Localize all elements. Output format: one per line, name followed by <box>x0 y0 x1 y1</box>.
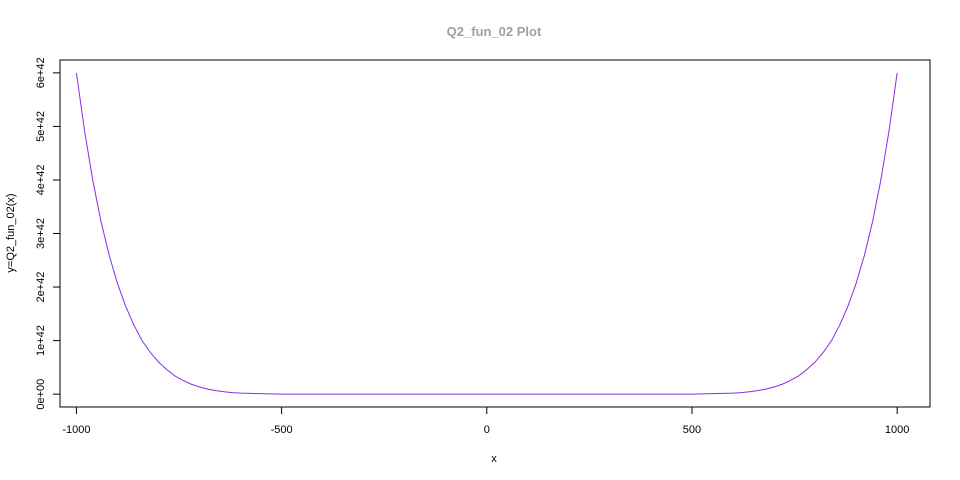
x-tick-label: 0 <box>484 424 490 436</box>
x-tick-label: 1000 <box>885 424 909 436</box>
series-group <box>75 72 898 395</box>
y-tick-label: 3e+42 <box>35 218 47 249</box>
y-tick-label: 5e+42 <box>35 111 47 142</box>
series-line <box>75 72 898 395</box>
y-tick-label: 2e+42 <box>35 272 47 303</box>
y-tick-label: 0e+00 <box>35 379 47 410</box>
y-tick-label: 6e+42 <box>35 57 47 88</box>
y-axis: 0e+00 1e+42 2e+42 3e+42 4e+42 5e+42 6e+42 <box>35 57 60 410</box>
y-tick-label: 1e+42 <box>35 325 47 356</box>
x-tick-label: -1000 <box>62 424 90 436</box>
y-tick-label: 4e+42 <box>35 164 47 195</box>
plot-frame <box>59 59 931 408</box>
x-axis-label: x <box>491 453 497 465</box>
x-axis: -1000 -500 0 500 1000 <box>62 406 909 436</box>
x-tick-label: -500 <box>271 424 293 436</box>
x-tick-label: 500 <box>683 424 701 436</box>
chart-title: Q2_fun_02 Plot <box>447 24 542 39</box>
y-axis-label: y=Q2_fun_02(x) <box>5 193 17 272</box>
